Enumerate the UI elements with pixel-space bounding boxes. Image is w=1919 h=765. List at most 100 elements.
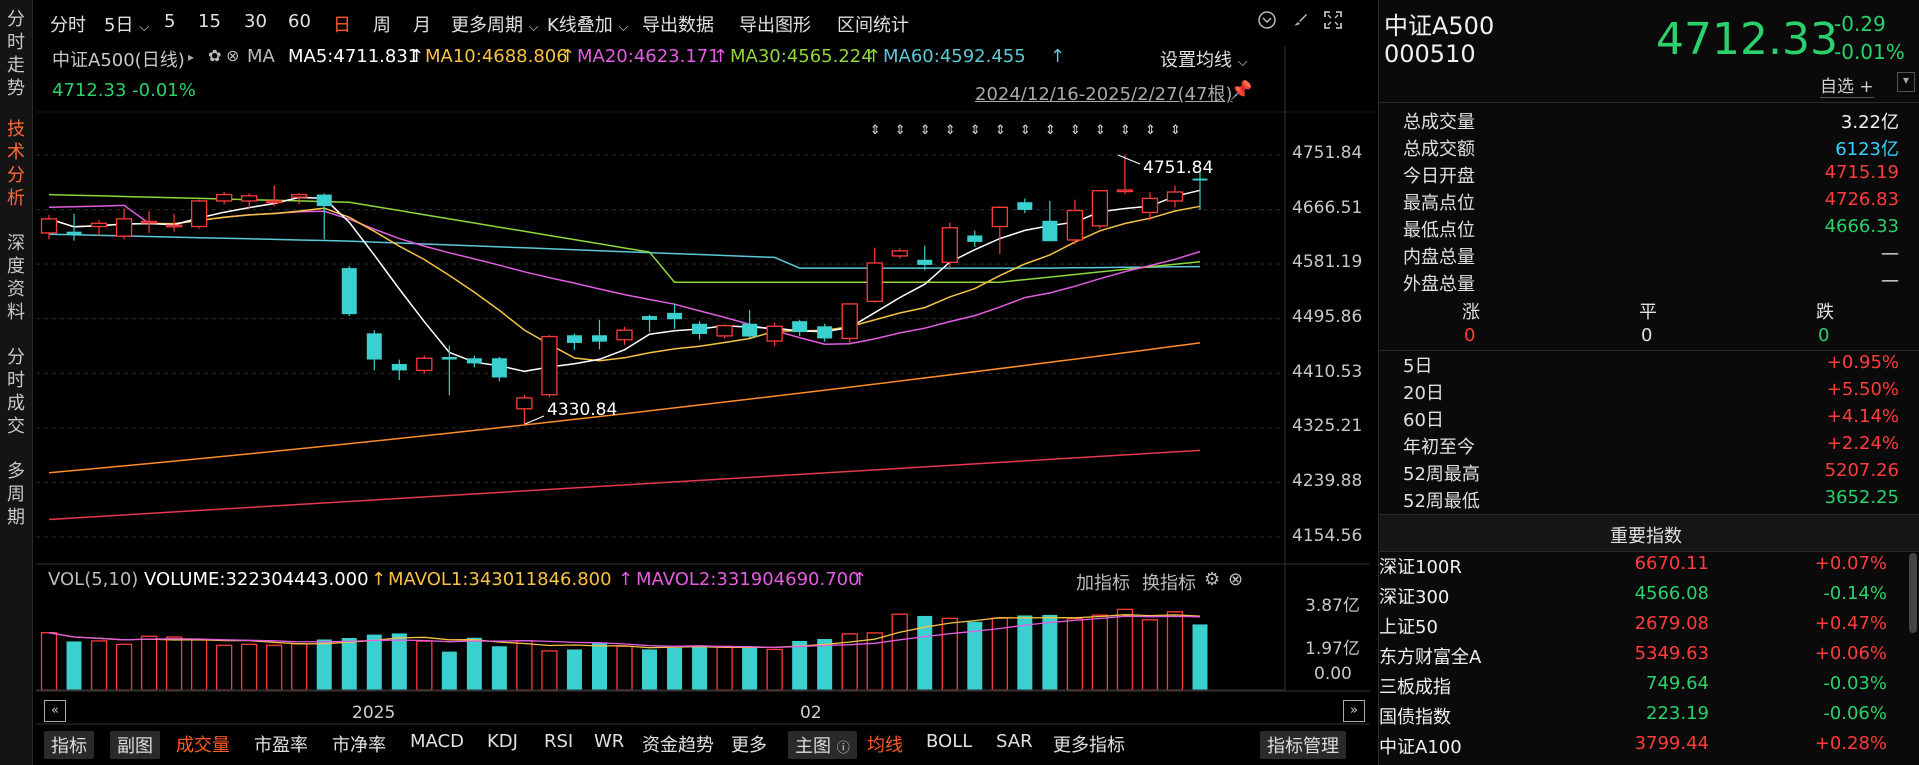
index-row[interactable]: 中证A100 3799.44 +0.28% [1379, 733, 1899, 763]
high-annotation: 4751.84 [1143, 158, 1214, 178]
volume-bar [742, 646, 758, 690]
add-watchlist-button[interactable]: 自选 + [1820, 72, 1874, 98]
vol-label: VOL(5,10) [48, 569, 139, 590]
tab-deep-data[interactable]: 深度资料 [0, 232, 32, 328]
kline-overlay-label: K线叠加 [547, 15, 613, 36]
scroll-right-icon[interactable]: » [1343, 700, 1365, 722]
kline-chart[interactable]: ⇕ ⇕ ⇕ ⇕ ⇕ ⇕ ⇕ ⇕ ⇕ ⇕ ⇕ ⇕ ⇕ [0, 0, 1378, 765]
period-month[interactable]: 月 [413, 15, 431, 36]
chevron-down-icon: ⌵ [139, 20, 150, 35]
period-15min[interactable]: 15 [198, 11, 221, 32]
mavol1-arrow-icon: ↑ [371, 569, 387, 590]
candle-body [341, 268, 357, 315]
gear-icon[interactable]: ✿ [208, 46, 222, 65]
period-week[interactable]: 周 [373, 15, 391, 36]
more-periods-dropdown[interactable]: 更多周期 ⌵ [451, 11, 539, 37]
stat-row: 内盘总量 — [1391, 243, 1911, 269]
period-day[interactable]: 日 [333, 15, 351, 36]
tab-technical-analysis[interactable]: 技术分析 [0, 118, 32, 214]
more-tab[interactable]: 更多 [731, 735, 767, 756]
tab-multi-period[interactable]: 多周期 [0, 460, 32, 532]
tab-time-deals[interactable]: 分时成交 [0, 346, 32, 442]
tab-time-trend[interactable]: 分时走势 [0, 8, 32, 104]
index-name: 深证300 [1379, 587, 1450, 608]
period-value: 3652.25 [1824, 487, 1899, 508]
volume-bar [1166, 611, 1184, 691]
period-5day[interactable]: 5日 ⌵ [104, 11, 149, 37]
down-count: 0 [1818, 325, 1830, 346]
index-row[interactable]: 深证300 4566.08 -0.14% [1379, 583, 1899, 613]
period-value: +5.50% [1826, 379, 1899, 400]
index-row[interactable]: 三板成指 749.64 -0.03% [1379, 673, 1899, 703]
change-indicator-button[interactable]: 换指标 [1142, 573, 1196, 594]
index-value: 223.19 [1646, 703, 1709, 724]
chevron-circle-icon[interactable] [1254, 10, 1280, 36]
subchart-tab[interactable]: 副图 [110, 731, 160, 759]
volume-bar [316, 639, 332, 690]
export-data-button[interactable]: 导出数据 [642, 15, 714, 36]
signal-marker: ⇕ [1120, 123, 1131, 138]
index-row[interactable]: 上证50 2679.08 +0.47% [1379, 613, 1899, 643]
export-chart-button[interactable]: 导出图形 [739, 15, 811, 36]
gear-icon[interactable]: ⚙ [1204, 569, 1221, 590]
ma20-value: MA20:4623.171 [577, 46, 720, 67]
indicator-manage-button[interactable]: 指标管理 [1260, 731, 1346, 759]
candle-body [716, 325, 733, 337]
period-label: 52周最高 [1403, 464, 1480, 485]
capital-trend-tab[interactable]: 资金趋势 [642, 735, 714, 756]
indices-scrollbar[interactable] [1909, 553, 1917, 633]
more-indicators-tab[interactable]: 更多指标 [1053, 735, 1125, 756]
mavol1-value: MAVOL1:343011846.800 [388, 569, 612, 590]
close-icon[interactable]: ⊗ [1228, 569, 1244, 590]
fullscreen-icon[interactable] [1320, 10, 1346, 36]
period-label: 60日 [1403, 410, 1444, 431]
period-row: 5日 +0.95% [1391, 352, 1911, 378]
vol-value: VOLUME:322304443.000 [144, 569, 369, 590]
wr-tab[interactable]: WR [594, 731, 625, 752]
close-icon[interactable]: ⊗ [226, 46, 240, 65]
triangle-right-icon[interactable]: ▸ [188, 50, 195, 64]
set-ma-dropdown[interactable]: 设置均线 ⌵ [1160, 46, 1248, 72]
add-indicator-button[interactable]: 加指标 [1076, 573, 1130, 594]
tab-multi-period-label: 多周期 [7, 461, 25, 528]
rsi-tab[interactable]: RSI [544, 731, 574, 752]
index-row[interactable]: 东方财富全A 5349.63 +0.06% [1379, 643, 1899, 673]
price-tick: 4154.56 [1292, 526, 1363, 546]
volume-bar [516, 640, 533, 691]
pb-tab[interactable]: 市净率 [332, 735, 386, 756]
chevron-down-icon[interactable]: ▾ [1897, 72, 1915, 92]
volume-bar [416, 640, 433, 691]
volume-tab[interactable]: 成交量 [176, 735, 230, 756]
macd-tab[interactable]: MACD [410, 731, 464, 752]
date-range[interactable]: 2024/12/16-2025/2/27(47根) [975, 84, 1233, 105]
kdj-tab[interactable]: KDJ [487, 731, 518, 752]
ma20-line [48, 204, 1201, 345]
price-tick: 4751.84 [1292, 143, 1363, 163]
ma-tab[interactable]: 均线 [867, 735, 903, 756]
main-chart-tab[interactable]: 主图 ⓘ [788, 731, 857, 759]
volume-bar [917, 615, 933, 690]
pe-tab[interactable]: 市盈率 [254, 735, 308, 756]
period-5min[interactable]: 5 [164, 11, 176, 32]
kline-overlay-dropdown[interactable]: K线叠加 ⌵ [547, 11, 628, 37]
period-row: 52周最高 5207.26 [1391, 460, 1911, 486]
candle-body [190, 200, 208, 228]
period-intraday[interactable]: 分时 [50, 15, 86, 36]
boll-tab[interactable]: BOLL [926, 731, 973, 752]
index-row[interactable]: 深证100R 6670.11 +0.07% [1379, 553, 1899, 583]
period-value: 5207.26 [1824, 460, 1899, 481]
period-60min[interactable]: 60 [288, 11, 311, 32]
more-periods-label: 更多周期 [451, 15, 523, 36]
volume-bar [40, 632, 58, 691]
index-name: 东方财富全A [1379, 647, 1482, 668]
indicator-tab[interactable]: 指标 [44, 731, 94, 759]
period-30min[interactable]: 30 [244, 11, 267, 32]
main-chart-label: 主图 [795, 736, 831, 757]
sar-tab[interactable]: SAR [996, 731, 1033, 752]
pin-icon[interactable]: 📌 [1230, 80, 1253, 101]
stat-label: 内盘总量 [1403, 247, 1475, 268]
brush-icon[interactable] [1287, 10, 1313, 36]
index-row[interactable]: 国债指数 223.19 -0.06% [1379, 703, 1899, 733]
range-stats-button[interactable]: 区间统计 [837, 15, 909, 36]
scroll-left-icon[interactable]: « [44, 700, 66, 722]
